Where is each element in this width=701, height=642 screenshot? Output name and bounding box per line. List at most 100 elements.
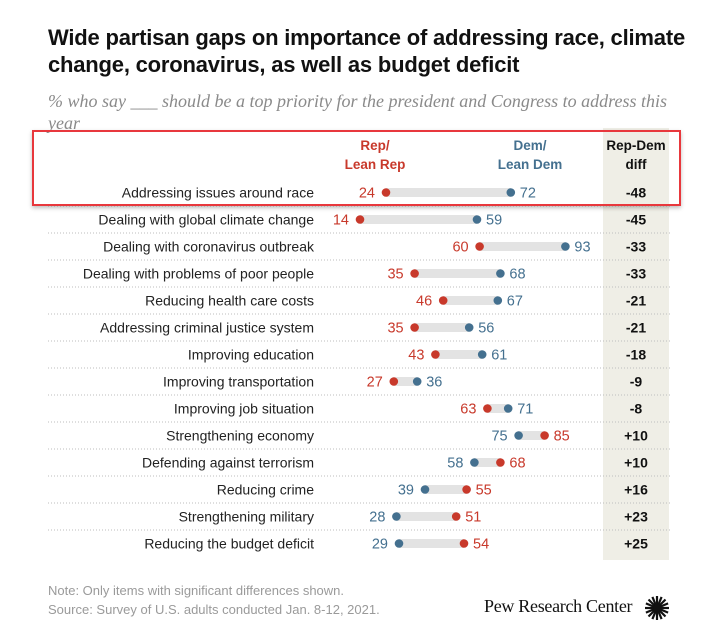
rep-value-label: 68 bbox=[509, 456, 525, 472]
range-bar bbox=[393, 377, 418, 386]
note-text: Note: Only items with significant differ… bbox=[48, 583, 345, 598]
range-bar bbox=[443, 296, 498, 305]
source-text: Source: Survey of U.S. adults conducted … bbox=[48, 602, 380, 617]
diff-value: +16 bbox=[624, 482, 648, 498]
rep-value-label: 51 bbox=[465, 510, 481, 526]
rep-dot bbox=[451, 512, 461, 521]
diff-value: +10 bbox=[624, 455, 648, 471]
row-label: Addressing issues around race bbox=[122, 185, 314, 201]
dem-value-label: 28 bbox=[369, 510, 385, 526]
row-label: Improving job situation bbox=[174, 401, 314, 417]
rep-value-label: 35 bbox=[387, 321, 403, 337]
diff-value: -45 bbox=[626, 212, 646, 228]
logo-ray bbox=[659, 608, 669, 614]
logo-ray bbox=[658, 598, 667, 607]
row-label: Defending against terrorism bbox=[142, 455, 314, 471]
row-label: Strengthening economy bbox=[166, 428, 314, 444]
rep-dot bbox=[410, 323, 419, 332]
rep-dot bbox=[410, 269, 419, 278]
logo-ray bbox=[647, 598, 656, 607]
range-bar bbox=[360, 215, 477, 224]
range-bar bbox=[399, 539, 464, 548]
dem-dot bbox=[420, 485, 430, 494]
rep-value-label: 24 bbox=[359, 186, 375, 202]
rep-header-line1: Rep/ bbox=[360, 138, 390, 153]
dem-value-label: 61 bbox=[491, 348, 507, 364]
rep-value-label: 60 bbox=[452, 240, 468, 256]
diff-value: -18 bbox=[626, 347, 646, 363]
dem-value-label: 93 bbox=[574, 240, 590, 256]
rep-dot bbox=[431, 350, 440, 359]
rep-dot bbox=[475, 242, 484, 251]
dem-dot bbox=[470, 458, 479, 467]
rep-dot bbox=[483, 404, 492, 413]
range-bar bbox=[386, 188, 511, 197]
dem-dot bbox=[477, 350, 487, 359]
dem-header: Dem/ Lean Dem bbox=[480, 136, 580, 174]
rep-value-label: 46 bbox=[416, 294, 432, 310]
dem-dot bbox=[412, 377, 422, 386]
dem-dot bbox=[506, 188, 516, 197]
rep-value-label: 54 bbox=[473, 537, 489, 553]
rep-dot bbox=[355, 215, 365, 224]
diff-value: +23 bbox=[624, 509, 648, 525]
footnote: Note: Only items with significant differ… bbox=[48, 581, 380, 619]
row-label: Reducing crime bbox=[217, 482, 314, 498]
dem-dot bbox=[496, 269, 505, 278]
row-label: Dealing with global climate change bbox=[98, 212, 314, 228]
row-label: Dealing with problems of poor people bbox=[83, 266, 314, 282]
range-bar bbox=[487, 404, 509, 413]
chart-subtitle: % who say ___ should be a top priority f… bbox=[48, 91, 667, 133]
logo-ray bbox=[651, 596, 657, 606]
logo-center bbox=[653, 604, 661, 612]
range-bar bbox=[435, 350, 483, 359]
brand-name: Pew Research Center bbox=[484, 596, 633, 616]
dem-value-label: 36 bbox=[426, 375, 442, 391]
dem-dot bbox=[493, 296, 503, 305]
dem-header-line1: Dem/ bbox=[513, 138, 547, 153]
rep-header: Rep/ Lean Rep bbox=[330, 136, 420, 174]
dem-value-label: 68 bbox=[509, 267, 525, 283]
pew-sunburst-logo-icon bbox=[645, 596, 669, 620]
range-bar bbox=[474, 458, 501, 467]
rep-header-line2: Lean Rep bbox=[344, 157, 406, 172]
logo-ray bbox=[645, 608, 655, 614]
dem-header-line2: Lean Dem bbox=[497, 157, 563, 172]
rep-dot bbox=[381, 188, 391, 197]
rep-value-label: 55 bbox=[476, 483, 492, 499]
row-label: Improving education bbox=[188, 347, 314, 363]
dem-value-label: 56 bbox=[478, 321, 494, 337]
dem-dot bbox=[392, 512, 401, 521]
diff-value: +10 bbox=[624, 428, 648, 444]
row-label: Addressing criminal justice system bbox=[100, 320, 314, 336]
range-bar bbox=[425, 485, 467, 494]
rep-value-label: 35 bbox=[387, 267, 403, 283]
dem-value-label: 39 bbox=[398, 483, 414, 499]
diff-header: Rep-Dem diff bbox=[603, 136, 669, 174]
row-label: Dealing with coronavirus outbreak bbox=[103, 239, 315, 255]
rep-value-label: 27 bbox=[367, 375, 383, 391]
logo-ray bbox=[645, 602, 655, 608]
rep-dot bbox=[462, 485, 471, 494]
range-bar bbox=[414, 269, 501, 278]
dem-dot bbox=[514, 431, 523, 440]
dem-value-label: 29 bbox=[372, 537, 388, 553]
diff-value: -48 bbox=[626, 185, 646, 201]
diff-value: +25 bbox=[624, 536, 648, 552]
dem-value-label: 71 bbox=[517, 402, 533, 418]
range-bar bbox=[518, 431, 545, 440]
range-bar bbox=[414, 323, 470, 332]
logo-ray bbox=[658, 609, 667, 618]
diff-value: -33 bbox=[626, 239, 646, 255]
dem-value-label: 67 bbox=[507, 294, 523, 310]
diff-value: -8 bbox=[630, 401, 643, 417]
chart-title: Wide partisan gaps on importance of addr… bbox=[48, 25, 685, 77]
dem-value-label: 75 bbox=[491, 429, 507, 445]
diff-column-background bbox=[603, 128, 669, 560]
diff-header-line1: Rep-Dem bbox=[606, 138, 666, 153]
rep-dot bbox=[438, 296, 448, 305]
logo-ray bbox=[659, 602, 669, 608]
dem-value-label: 72 bbox=[520, 186, 536, 202]
rep-value-label: 43 bbox=[408, 348, 424, 364]
